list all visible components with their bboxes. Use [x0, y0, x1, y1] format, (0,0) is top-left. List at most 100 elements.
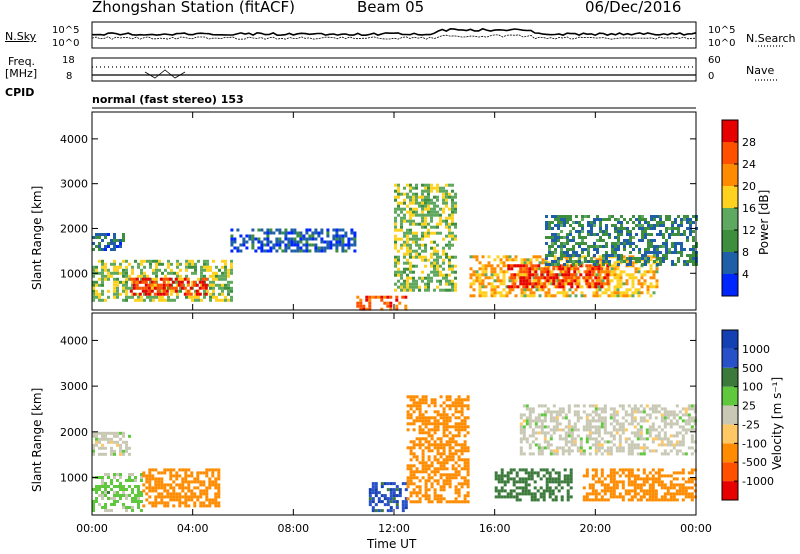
velocity-cell-4: [415, 455, 419, 459]
velocity-cell-7: [684, 410, 688, 414]
power-cell-5: [397, 204, 400, 208]
power-cell-8: [692, 254, 695, 257]
power-cell-7: [594, 267, 598, 271]
velocity-cell-4: [424, 425, 428, 429]
velocity-cell-7: [609, 434, 613, 438]
power-cell-5: [400, 282, 403, 286]
velocity-cell-4: [427, 440, 431, 444]
power-cell-3: [266, 243, 270, 247]
velocity-cell-3: [395, 500, 399, 504]
power-cell-8: [644, 236, 647, 239]
power-cell-8: [572, 239, 575, 242]
power-cell-1: [95, 283, 98, 287]
power-cell-6: [628, 276, 632, 280]
power-cell-5: [442, 258, 445, 262]
power-cell-8: [566, 260, 569, 263]
velocity-cell-7: [615, 413, 619, 417]
power-heatmap: [92, 183, 698, 311]
velocity-cell-6: [591, 498, 595, 502]
power-cell-8: [551, 260, 554, 263]
power-cell-7: [606, 270, 610, 274]
power-cell-7: [543, 270, 547, 274]
velocity-cell-2: [199, 480, 203, 484]
velocity-cell-4: [442, 461, 446, 465]
power-cell-3: [335, 243, 339, 247]
power-cell-8: [692, 260, 695, 263]
power-cell-7: [558, 279, 562, 283]
velocity-cell-7: [654, 437, 658, 441]
velocity-cell-2: [166, 489, 170, 493]
cpid-label: CPID: [5, 86, 35, 99]
power-cell-5: [400, 201, 403, 205]
velocity-cell-7: [639, 419, 643, 423]
power-cell-1: [92, 295, 95, 299]
velocity-cell-0: [119, 437, 122, 441]
power-cell-8: [614, 218, 617, 221]
power-cell-1: [113, 262, 116, 266]
velocity-cell-7: [603, 425, 607, 429]
power-cell-6: [544, 279, 548, 283]
power-cell-1: [137, 265, 140, 269]
power-cell-1: [200, 277, 203, 281]
power-cell-8: [674, 242, 677, 245]
velocity-cell-2: [217, 477, 221, 481]
power-cell-1: [176, 259, 179, 263]
power-cell-8: [575, 260, 578, 263]
power-cell-3: [251, 228, 255, 232]
velocity-cell-4: [427, 464, 431, 468]
velocity-cell-7: [567, 428, 571, 432]
velocity-cell-0: [128, 434, 131, 438]
power-cell-0: [92, 242, 95, 245]
power-cell-7: [510, 264, 514, 268]
power-cell-6: [610, 270, 614, 274]
velocity-cell-7: [579, 449, 583, 453]
power-cell-6: [652, 273, 656, 277]
velocity-cell-4: [454, 473, 458, 477]
velocity-cell-7: [552, 404, 556, 408]
velocity-cell-1: [140, 491, 143, 494]
power-cell-3: [320, 246, 324, 250]
power-cell-8: [614, 251, 617, 254]
velocity-cell-4: [463, 482, 467, 486]
power-cell-3: [311, 231, 315, 235]
velocity-cell-5: [512, 480, 516, 484]
power-cell-6: [580, 285, 584, 289]
power-cell-6: [502, 288, 506, 292]
velocity-cell-6: [588, 483, 592, 487]
velocity-cell-2: [214, 477, 218, 481]
velocity-cell-7: [576, 413, 580, 417]
velocity-cell-7: [573, 437, 577, 441]
velocity-cell-4: [442, 452, 446, 456]
power-cell-8: [641, 254, 644, 257]
power-cell-8: [593, 242, 596, 245]
power-cell-3: [302, 237, 306, 241]
power-cell-6: [514, 255, 518, 259]
velocity-colorbar-tick-label: 100: [742, 381, 763, 394]
velocity-cell-2: [184, 471, 188, 475]
power-cell-8: [689, 230, 692, 233]
velocity-cell-7: [552, 428, 556, 432]
velocity-cell-2: [169, 468, 173, 472]
velocity-cell-7: [558, 428, 562, 432]
velocity-cell-7: [552, 410, 556, 414]
velocity-cell-2: [169, 486, 173, 490]
velocity-cell-2: [208, 477, 212, 481]
power-cell-5: [403, 288, 406, 292]
velocity-cell-6: [603, 483, 607, 487]
velocity-cell-2: [217, 471, 221, 475]
velocity-cell-6: [591, 468, 595, 472]
power-cell-6: [595, 294, 599, 298]
power-cell-8: [665, 218, 668, 221]
velocity-cell-4: [436, 422, 440, 426]
velocity-cell-1: [131, 488, 134, 491]
power-cell-6: [511, 279, 515, 283]
power-cell-7: [534, 270, 538, 274]
power-cell-6: [628, 294, 632, 298]
power-cell-6: [532, 270, 536, 274]
velocity-cell-5: [560, 480, 564, 484]
power-cell-5: [439, 279, 442, 283]
velocity-cell-7: [552, 431, 556, 435]
velocity-cell-4: [451, 440, 455, 444]
velocity-cell-7: [669, 419, 673, 423]
power-cell-6: [604, 273, 608, 277]
